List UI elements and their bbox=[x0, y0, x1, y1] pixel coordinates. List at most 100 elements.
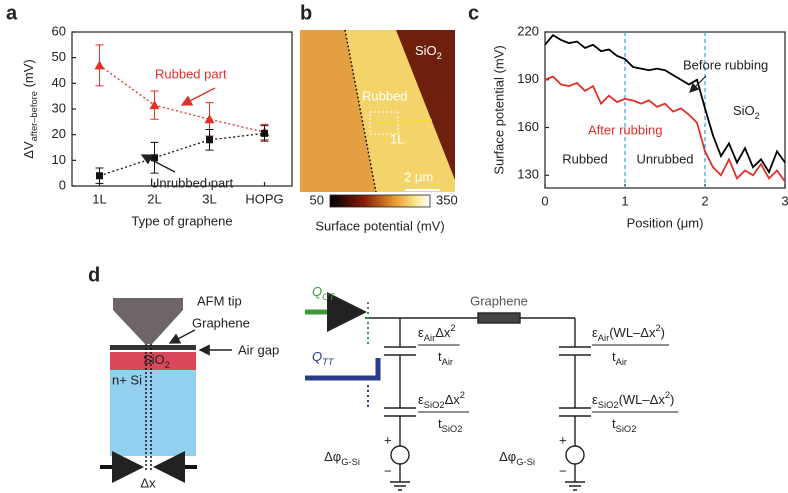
capacitance-numerator: εAir(WL–Δx2) bbox=[592, 323, 665, 343]
source-label-part: G-Si bbox=[341, 457, 360, 467]
silicon-label: n+ Si bbox=[112, 372, 142, 387]
charge-label-part: Q bbox=[312, 284, 322, 299]
substrate-label-part: 2 bbox=[437, 51, 442, 61]
capacitance-numerator-part: Δx bbox=[445, 392, 461, 407]
legend-label: Unrubbed part bbox=[150, 175, 233, 190]
minus: − bbox=[384, 463, 392, 478]
y-tick-label: 30 bbox=[52, 100, 66, 115]
material-label: SiO2 bbox=[733, 103, 760, 121]
source-label-part: G-Si bbox=[516, 457, 535, 467]
region-label: Rubbed bbox=[362, 88, 408, 103]
capacitance-numerator-part: Air bbox=[424, 333, 435, 343]
x-tick-label: 1 bbox=[621, 193, 628, 208]
afm-image bbox=[300, 29, 455, 208]
colorbar-tick-label: 350 bbox=[436, 192, 458, 207]
y-tick-label: 160 bbox=[517, 119, 539, 134]
capacitance-numerator-part: Δx bbox=[435, 325, 451, 340]
material-label-part: SiO bbox=[733, 103, 755, 118]
marker bbox=[96, 172, 103, 180]
capacitance-denominator: tSiO2 bbox=[612, 416, 636, 434]
device-schematic bbox=[100, 298, 232, 483]
capacitance-numerator: εSiO2Δx2 bbox=[418, 390, 465, 410]
y-axis-label-part: (mV) bbox=[21, 59, 36, 91]
plot-frame bbox=[71, 31, 293, 187]
capacitance-numerator-part: 2 bbox=[665, 390, 670, 400]
x-tick-label: 2 bbox=[701, 193, 708, 208]
capacitance-numerator-part: ε bbox=[592, 392, 598, 407]
circuit bbox=[305, 292, 591, 491]
tip-label: AFM tip bbox=[197, 293, 242, 308]
capacitance-numerator-part: Air bbox=[598, 333, 609, 343]
marker bbox=[94, 60, 105, 70]
panel-label: a bbox=[6, 2, 18, 24]
substrate-label: SiO2 bbox=[415, 43, 442, 61]
y-tick-label: 10 bbox=[52, 152, 66, 167]
capacitance-denominator-part: Air bbox=[442, 357, 453, 367]
annotation-arrow bbox=[180, 87, 216, 106]
x-tick-label: HOPG bbox=[245, 191, 283, 206]
y-tick-label: 40 bbox=[52, 75, 66, 90]
capacitance-numerator-part: SiO2 bbox=[598, 400, 619, 410]
oxide-label-part: 2 bbox=[165, 360, 170, 370]
capacitance-numerator: εSiO2(WL–Δx2) bbox=[592, 390, 674, 410]
capacitance-denominator: tSiO2 bbox=[438, 416, 462, 434]
capacitance-numerator-part: SiO2 bbox=[424, 400, 445, 410]
capacitance-denominator-part: Air bbox=[616, 357, 627, 367]
gap-width-label: Δx bbox=[140, 475, 156, 490]
capacitance-denominator-part: SiO2 bbox=[616, 424, 637, 434]
legend-label: After rubbing bbox=[588, 122, 662, 137]
annotation-arrow bbox=[140, 154, 176, 173]
series-line bbox=[544, 34, 786, 175]
y-tick-label: 0 bbox=[59, 177, 66, 192]
layer-label: 1L bbox=[390, 131, 404, 146]
plot-frame bbox=[544, 31, 786, 189]
capacitance-denominator-part: t bbox=[612, 349, 616, 364]
x-axis-label: Position (μm) bbox=[627, 215, 704, 230]
capacitance-numerator-part: 2 bbox=[460, 390, 465, 400]
capacitance-numerator-part: ε bbox=[592, 325, 598, 340]
legend-label: Before rubbing bbox=[683, 57, 768, 72]
y-axis-label-part: ΔV bbox=[21, 141, 36, 159]
charge-label-part: Q bbox=[312, 349, 322, 364]
capacitance-denominator-part: t bbox=[612, 416, 616, 431]
y-axis-label: ΔVafter–before (mV) bbox=[21, 59, 39, 159]
minus: − bbox=[559, 463, 567, 478]
source-label-part: Δφ bbox=[324, 449, 341, 464]
source-label: ΔφG-Si bbox=[324, 449, 360, 467]
scale-bar-label: 2 μm bbox=[404, 169, 433, 184]
marker bbox=[204, 114, 215, 124]
capacitance-denominator-part: SiO2 bbox=[442, 424, 463, 434]
capacitance-denominator-part: t bbox=[438, 416, 442, 431]
marker bbox=[151, 154, 158, 162]
oxide-label: SiO2 bbox=[143, 352, 170, 370]
x-tick-label: 2L bbox=[147, 191, 161, 206]
charge-label-part: TT bbox=[322, 357, 335, 367]
y-tick-label: 130 bbox=[517, 167, 539, 182]
panel-label: b bbox=[300, 2, 312, 24]
source-label-part: Δφ bbox=[499, 449, 516, 464]
capacitance-denominator: tAir bbox=[612, 349, 627, 367]
marker bbox=[206, 136, 213, 144]
x-tick-label: 1L bbox=[92, 191, 106, 206]
panel-label: d bbox=[88, 264, 100, 286]
material-label-part: 2 bbox=[755, 111, 760, 121]
capacitance-numerator-part: ) bbox=[670, 392, 674, 407]
charge-label: QCT bbox=[312, 284, 336, 302]
region-label: Unrubbed bbox=[636, 151, 693, 166]
y-tick-label: 60 bbox=[52, 23, 66, 38]
region-label: Rubbed bbox=[562, 151, 608, 166]
capacitance-numerator-part: 2 bbox=[655, 323, 660, 333]
capacitance-denominator: tAir bbox=[438, 349, 453, 367]
series-line bbox=[544, 75, 786, 183]
x-tick-label: 3 bbox=[781, 193, 788, 208]
panel-label: c bbox=[468, 2, 479, 24]
y-axis-label: Surface potential (mV) bbox=[491, 45, 506, 174]
capacitance-numerator-part: ε bbox=[418, 325, 424, 340]
plus: + bbox=[559, 432, 567, 447]
x-axis-label: Type of graphene bbox=[131, 213, 232, 228]
capacitance-numerator-part: (WL–Δx bbox=[609, 325, 656, 340]
capacitance-numerator-part: ε bbox=[418, 392, 424, 407]
plus: + bbox=[384, 432, 392, 447]
marker bbox=[149, 100, 160, 110]
